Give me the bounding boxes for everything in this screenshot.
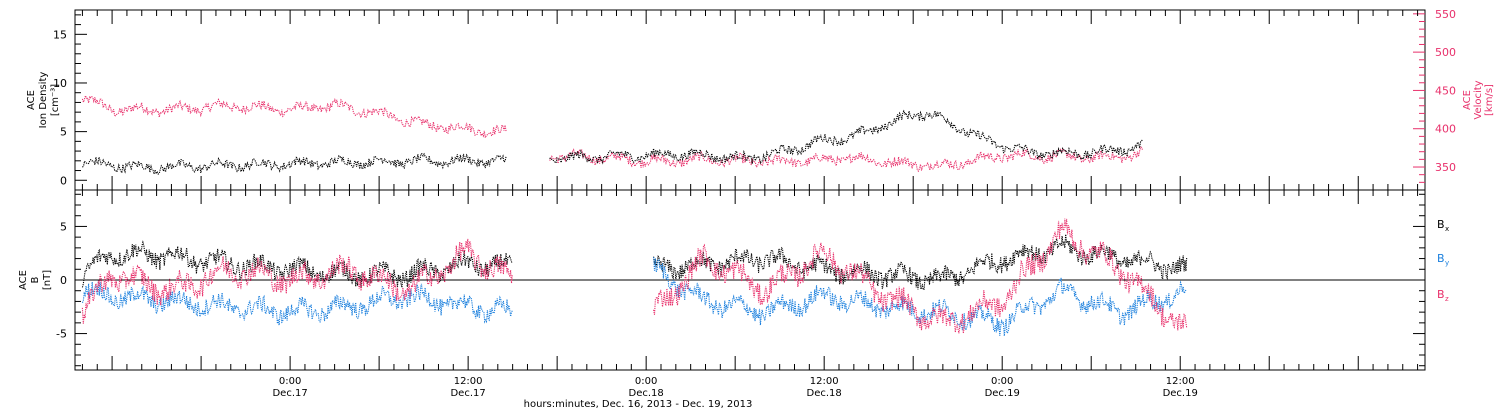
legend-by-sub: y [1445,259,1449,267]
velocity-tick-label: 500 [1435,46,1456,59]
legend-by: B [1437,252,1445,265]
x-axis-labels: 0:00Dec.1712:00Dec.170:00Dec.1812:00Dec.… [272,376,1197,399]
bz-segment-1 [653,218,1188,334]
density-tick-label: 10 [53,77,67,90]
by-segment-0 [81,280,513,326]
x-axis-title: hours:minutes, Dec. 16, 2013 - Dec. 19, … [524,399,753,410]
x-tick-label-date: Dec.19 [1163,388,1198,399]
top-panel-ticks: 0 5 10 15 350 400 450 500 550 [53,8,1456,370]
b-axis-label-unit: [nT] [42,270,53,290]
x-tick-label-time: 12:00 [454,376,483,387]
legend-bx: B [1437,218,1445,231]
legend-bx-sub: x [1445,225,1449,233]
density-segment-1 [549,109,1144,166]
density-axis-label-quantity: Ion Density [38,72,49,129]
velocity-tick-label: 450 [1435,84,1456,97]
b-tick-label: 0 [60,274,67,287]
velocity-axis-label-quantity: Velocity [1473,80,1484,119]
x-tick-label-date: Dec.19 [985,388,1020,399]
x-tick-label-time: 12:00 [1166,376,1195,387]
b-axis-label-quantity: B [30,276,41,283]
top-panel-data [81,94,1144,177]
x-tick-label-time: 0:00 [279,376,301,387]
velocity-segment-1 [549,146,1144,173]
by-segment-1 [653,257,1187,337]
density-velocity-panel: 0 5 10 15 350 400 450 500 550 ACE Ion Density [c… [26,8,1495,370]
x-tick-label-date: Dec.18 [629,388,664,399]
b-axis-label-ace: ACE [18,270,29,290]
x-tick-label-date: Dec.17 [272,388,307,399]
density-axis-label-unit: [cm⁻³] [50,84,61,116]
velocity-segment-0 [81,94,507,140]
x-tick-label-date: Dec.18 [807,388,842,399]
density-tick-label: 15 [53,28,67,41]
density-axis-label-ace: ACE [26,90,37,110]
bz-segment-0 [81,238,513,325]
density-tick-label: 5 [60,126,67,139]
b-tick-label: -5 [56,328,67,341]
b-tick-label: 5 [60,220,67,233]
top-panel-frame [74,9,1426,191]
x-tick-label-date: Dec.17 [450,388,485,399]
velocity-axis-label-unit: [km/s] [1484,84,1495,116]
velocity-tick-label: 550 [1435,8,1456,21]
bx-segment-1 [653,234,1188,291]
velocity-tick-label: 400 [1435,123,1456,136]
density-segment-0 [82,152,507,177]
bottom-panel-data [81,218,1188,337]
density-tick-label: 0 [60,174,67,187]
velocity-axis-label-ace: ACE [1462,90,1473,110]
x-tick-label-time: 0:00 [635,376,657,387]
velocity-tick-label: 350 [1435,161,1456,174]
legend-bz-sub: z [1445,295,1449,303]
x-tick-label-time: 0:00 [991,376,1013,387]
x-tick-label-time: 12:00 [810,376,839,387]
legend-bz: B [1437,288,1445,301]
